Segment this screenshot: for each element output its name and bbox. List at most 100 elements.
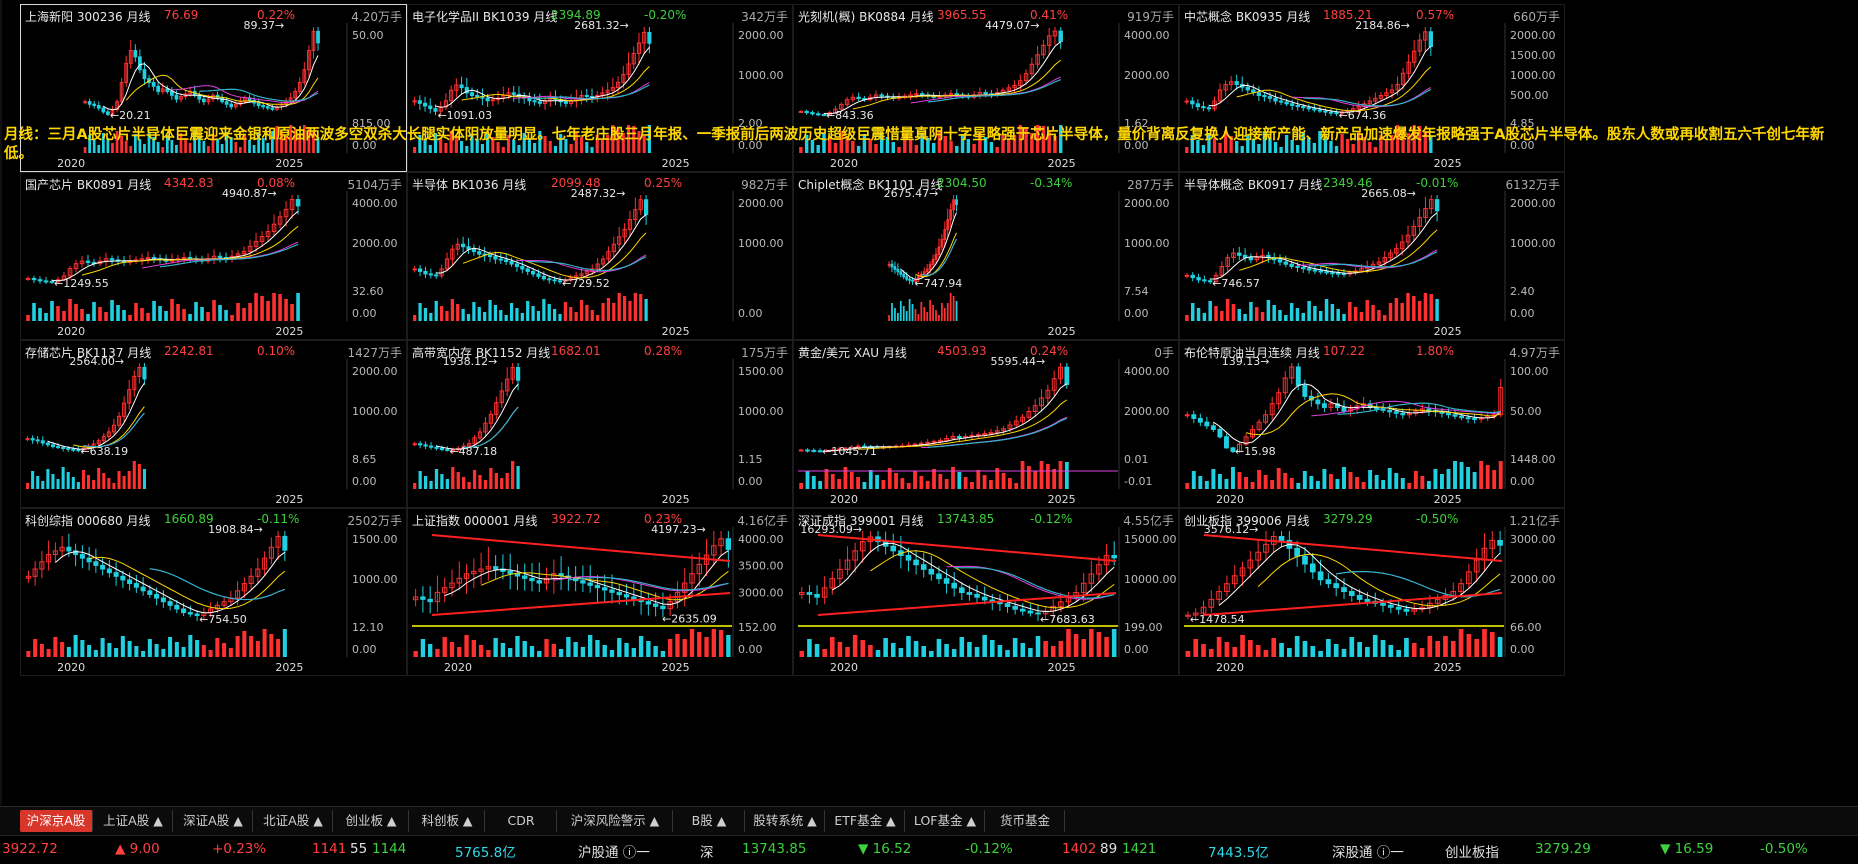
candle-body	[509, 261, 514, 265]
tab-11[interactable]: LOF基金 ▲	[906, 810, 985, 832]
panel-price: 1682.01	[551, 344, 601, 358]
chart-panel-11[interactable]: 139.13→ ←15.98 100.00 50.00 1448.00 0.00 2020 2…	[1179, 340, 1565, 508]
sh-flat-count: 55	[350, 841, 368, 857]
candle-body	[52, 550, 58, 556]
volume-bar	[646, 641, 651, 657]
candle-body	[412, 443, 417, 446]
volume-bar	[804, 135, 809, 153]
price-axis-label: 1000.00	[738, 405, 784, 418]
chart-panel-6[interactable]: 2675.47→ ←747.94 2000.00 1000.00 7.54 0.00 202…	[793, 172, 1179, 340]
tab-4[interactable]: 创业板 ▲	[334, 810, 409, 832]
chart-panel-14[interactable]: 16293.09→ ←7683.63 15000.00 10000.00 199.00 0…	[793, 508, 1179, 676]
volume-bar	[887, 468, 892, 489]
panel-chart: 4940.87→ ←1249.55 4000.00 2000.00 32.60 0.00 2…	[25, 187, 398, 338]
volume-bar	[536, 311, 541, 321]
panel-chart: 1938.12→ ←487.18 1500.00 1000.00 1.15 0.00 202…	[412, 355, 784, 506]
chart-panel-0[interactable]: 89.37→ ←20.21 50.00 815.00 0.00 2020 2025 上海新阳 …	[20, 4, 407, 172]
candle-body	[165, 88, 170, 92]
chart-panel-15[interactable]: 3576.12→ ←1478.54 3000.00 2000.00 66.00 0.00 2…	[1179, 508, 1565, 676]
chart-panel-1[interactable]: 2681.32→ ←1091.03 2000.00 1000.00 2.00 0.00 20…	[407, 4, 793, 172]
tab-3[interactable]: 北证A股 ▲	[254, 810, 333, 832]
volume-bar	[1340, 134, 1344, 153]
candle-body	[45, 442, 50, 446]
chart-panel-8[interactable]: 2564.00→ ←638.19 2000.00 1000.00 8.65 0.00 202…	[20, 340, 407, 508]
volume-bar	[1190, 303, 1195, 321]
volume-axis-label: 0.00	[1510, 475, 1535, 488]
volume-bar	[106, 138, 110, 153]
volume-bar	[122, 476, 126, 489]
candle-body	[638, 199, 643, 211]
price-axis-label: 2000.00	[1510, 573, 1556, 586]
tab-12[interactable]: 货币基金	[986, 810, 1065, 832]
candle-body	[259, 236, 265, 242]
volume-bar	[668, 639, 673, 657]
candle-body	[444, 258, 450, 270]
volume-bar	[269, 634, 274, 657]
volume-bar	[957, 472, 962, 489]
tab-2[interactable]: 深证A股 ▲	[174, 810, 253, 832]
chart-panel-9[interactable]: 1938.12→ ←487.18 1500.00 1000.00 1.15 0.00 202…	[407, 340, 793, 508]
chart-panel-7[interactable]: 2665.08→ ←746.57 2000.00 1000.00 2.40 0.00 202…	[1179, 172, 1565, 340]
chart-panel-3[interactable]: 2184.86→ ←674.36 2000.00 1500.00 1000.00 500.…	[1179, 4, 1565, 172]
volume-bar	[932, 305, 934, 321]
candle-body	[602, 587, 608, 591]
ma-line	[927, 79, 1061, 103]
volume-bar	[875, 650, 881, 657]
chart-panel-4[interactable]: 4940.87→ ←1249.55 4000.00 2000.00 32.60 0.00 2…	[20, 172, 407, 340]
panel-chart: 2681.32→ ←1091.03 2000.00 1000.00 2.00 0.00 20…	[412, 19, 784, 170]
volume-bar	[574, 132, 578, 153]
candle-body	[806, 592, 813, 595]
tab-9[interactable]: 股转系统 ▲	[746, 810, 825, 832]
candle-body	[439, 447, 445, 451]
candle-body	[611, 243, 616, 253]
volume-bar	[252, 145, 256, 153]
ma-line	[436, 214, 647, 281]
chart-panel-13[interactable]: 4197.23→ ←2635.09 4000.00 3500.00 3000.00 152…	[407, 508, 793, 676]
volume-bar	[1427, 636, 1433, 657]
panel-header: 光刻机(概) BK0884 月线 3965.55 0.41% 919万手	[798, 8, 1174, 24]
high-label: 2681.32→	[574, 19, 629, 32]
sgt-link[interactable]: 深股通 ⓘ一	[1332, 841, 1404, 861]
candle-body	[1208, 598, 1215, 608]
candle-body	[466, 246, 471, 250]
volume-bar	[174, 642, 179, 657]
tab-1[interactable]: 上证A股 ▲	[94, 810, 173, 832]
candle-body	[1428, 31, 1433, 47]
volume-bar	[843, 467, 848, 489]
panel-title: 半导体概念 BK0917 月线	[1184, 178, 1323, 192]
tab-10[interactable]: ETF基金 ▲	[826, 810, 905, 832]
tab-8[interactable]: B股 ▲	[674, 810, 745, 832]
tab-5[interactable]: 科创板 ▲	[410, 810, 485, 832]
volume-bar	[814, 644, 820, 657]
candle-body	[1333, 583, 1340, 589]
chart-panel-2[interactable]: 4479.07→ ←843.36 4000.00 2000.00 1.62 0.00 202…	[793, 4, 1179, 172]
price-axis-label: 100.00	[1510, 365, 1549, 378]
candle-body	[132, 375, 137, 391]
ma-line	[1257, 553, 1501, 607]
volume-bar	[1089, 629, 1094, 657]
volume-bar	[1406, 293, 1410, 321]
candle-body	[1225, 257, 1230, 267]
volume-bar	[457, 647, 462, 657]
tab-6[interactable]: CDR	[486, 810, 557, 832]
price-axis-label: 2000.00	[1510, 29, 1556, 42]
volume-bar	[483, 312, 487, 321]
volume-bar	[182, 309, 186, 321]
tab-0[interactable]: 沪深京A股 ▲	[20, 810, 93, 850]
candle-body	[499, 390, 504, 404]
volume-bar	[449, 642, 455, 657]
candle-body	[101, 107, 106, 113]
chart-panel-5[interactable]: 2487.32→ ←729.52 2000.00 1000.00 0.00 2025 半导体…	[407, 172, 793, 340]
candle-body	[106, 111, 110, 115]
hgt-link[interactable]: 沪股通 ⓘ一	[578, 841, 650, 861]
volume-bar	[486, 132, 490, 153]
cyb-index-value: 3279.29	[1535, 841, 1591, 857]
volume-bar	[127, 641, 132, 657]
volume-bar	[638, 636, 644, 657]
tab-7[interactable]: 沪深风险警示 ▲	[558, 810, 673, 832]
chart-panel-10[interactable]: 5595.44→ ←1045.71 4000.00 2000.00 0.01 -0.01 2…	[793, 340, 1179, 508]
ma-line	[1336, 570, 1501, 598]
candle-body	[270, 107, 275, 110]
volume-bar	[990, 640, 995, 657]
chart-panel-12[interactable]: 1908.84→ ←754.50 1500.00 1000.00 12.10 0.00 20…	[20, 508, 407, 676]
